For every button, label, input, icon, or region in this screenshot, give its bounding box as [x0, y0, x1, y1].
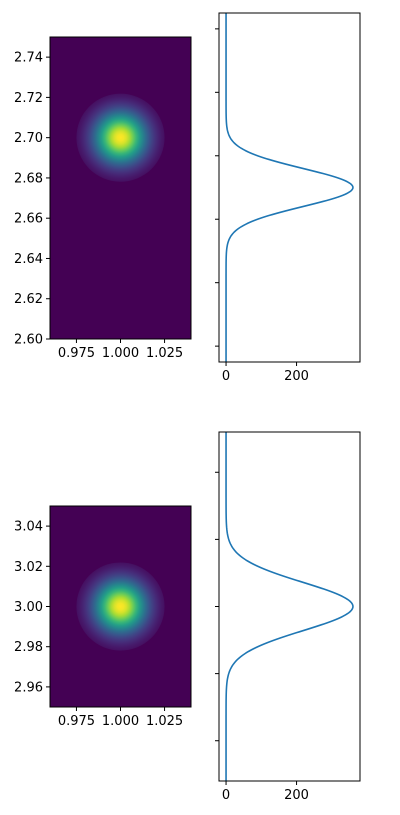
- y-tick-label: 2.62: [14, 292, 43, 307]
- x-tick-label: 0: [222, 788, 230, 803]
- axes-frame: [218, 431, 361, 782]
- y-tick-label: 3.00: [14, 600, 43, 615]
- y-tick-label: 2.68: [14, 171, 43, 186]
- x-tick-label: 1.000: [102, 346, 139, 361]
- y-tick-label: 2.72: [14, 91, 43, 106]
- y-tick-label: 2.74: [14, 51, 43, 66]
- y-tick-label: 3.04: [14, 520, 43, 535]
- heatmap-peak: [76, 562, 165, 651]
- y-tick-label: 3.02: [14, 560, 43, 575]
- x-tick-label: 0.975: [58, 714, 95, 729]
- x-tick-label: 0: [222, 369, 230, 384]
- x-tick-label: 1.000: [102, 714, 139, 729]
- axes-frame: [218, 12, 361, 363]
- x-tick-label: 1.025: [146, 714, 183, 729]
- heatmap-panel-1: 0.975 1.000 1.025 2.60 2.62 2.64 2.66 2.68 2.70 2…: [14, 36, 192, 361]
- y-tick-label: 2.64: [14, 252, 43, 267]
- profile-panel-2: 0 200: [215, 12, 361, 384]
- x-tick-label: 200: [284, 788, 309, 803]
- heatmap-peak: [76, 93, 165, 182]
- profile-line: [225, 13, 354, 362]
- x-tick-label: 200: [284, 369, 309, 384]
- y-tick-label: 2.70: [14, 131, 43, 146]
- x-tick-label: 0.975: [58, 346, 95, 361]
- y-tick-label: 2.96: [14, 680, 43, 695]
- heatmap-background: [50, 37, 191, 339]
- profile-line: [225, 432, 354, 781]
- y-tick-label: 2.60: [14, 333, 43, 348]
- y-tick-label: 2.66: [14, 212, 43, 227]
- heatmap-panel-3: 0.975 1.000 1.025 2.96 2.98 3.00 3.02 3.04: [14, 505, 192, 729]
- x-tick-label: 1.025: [146, 346, 183, 361]
- y-tick-label: 2.98: [14, 640, 43, 655]
- profile-panel-4: 0 200: [215, 431, 361, 803]
